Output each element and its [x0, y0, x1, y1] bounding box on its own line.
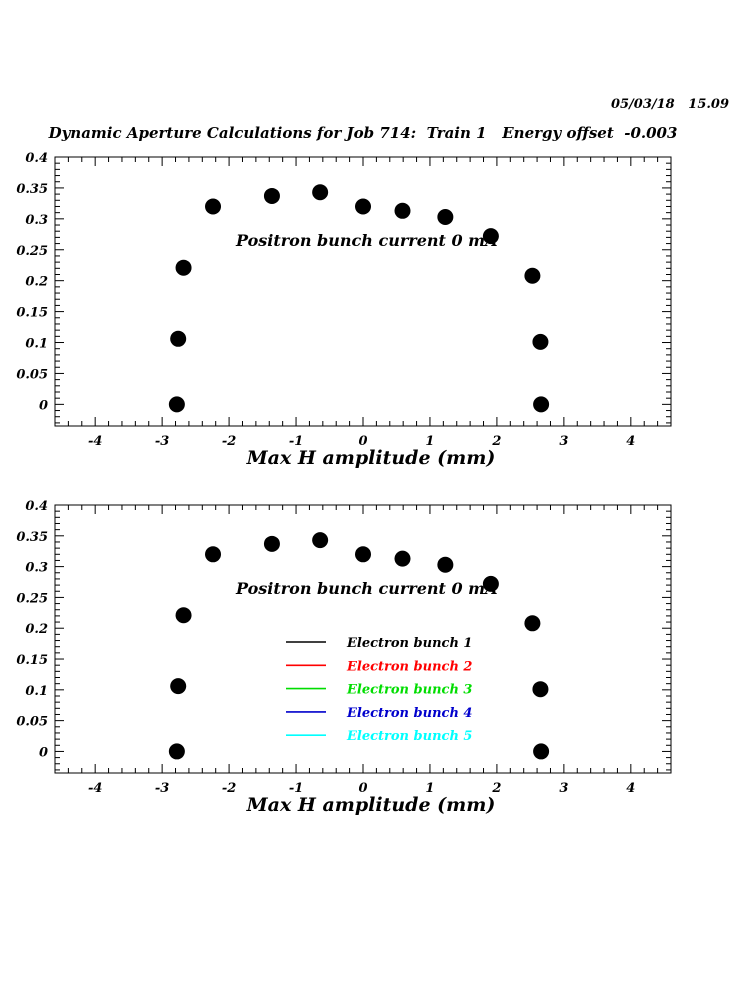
data-point	[394, 550, 411, 567]
data-point	[394, 202, 411, 219]
legend-entry-label: Electron bunch 5	[346, 729, 472, 744]
x-tick-label: 3	[559, 781, 568, 796]
y-tick-label: 0.1	[25, 337, 48, 352]
data-point	[263, 187, 280, 204]
x-tick-label: -4	[88, 434, 102, 449]
x-tick-label: -2	[222, 781, 236, 796]
data-point	[170, 678, 187, 695]
data-point	[205, 198, 222, 215]
annotation-text: Positron bunch current 0 mA	[235, 579, 498, 598]
y-tick-label: 0.2	[25, 622, 48, 637]
legend-entry-label: Electron bunch 1	[346, 636, 472, 651]
data-point	[532, 681, 549, 698]
data-point	[205, 546, 222, 563]
x-tick-label: 0	[358, 434, 367, 449]
x-tick-label: 2	[491, 781, 501, 796]
x-tick-label: 1	[425, 781, 434, 796]
data-point	[524, 267, 541, 284]
x-axis-label: Max H amplitude (mm)	[246, 447, 496, 469]
x-tick-label: -1	[289, 434, 303, 449]
legend-entry-label: Electron bunch 4	[346, 706, 472, 721]
data-point	[175, 607, 192, 624]
legend: Electron bunch 1 Electron bunch 2 Electron…	[286, 636, 472, 744]
y-tick-label: 0	[39, 398, 48, 413]
y-tick-label: 0.3	[25, 561, 48, 576]
x-tick-label: 4	[626, 781, 635, 796]
x-tick-label: -3	[155, 434, 169, 449]
x-tick-label: 1	[425, 434, 434, 449]
data-point	[532, 333, 549, 350]
legend-entry-label: Electron bunch 3	[346, 683, 472, 698]
figure-title: Dynamic Aperture Calculations for Job 71…	[48, 124, 678, 142]
data-point	[533, 743, 550, 760]
y-tick-label: 0.35	[16, 182, 48, 197]
data-point	[355, 198, 371, 215]
x-tick-label: -4	[88, 781, 102, 796]
data-point	[482, 228, 499, 245]
data-point	[437, 556, 454, 573]
data-point	[312, 532, 329, 549]
data-point	[482, 575, 499, 592]
plot-frame	[54, 156, 672, 427]
x-axis-label: Max H amplitude (mm)	[246, 794, 496, 816]
x-tick-label: -3	[155, 781, 169, 796]
x-tick-label: 3	[559, 434, 568, 449]
y-tick-label: 0.4	[25, 151, 48, 166]
data-point	[533, 396, 550, 413]
y-tick-label: 0.05	[16, 715, 48, 730]
plot-panel-1: -4 -3 -2 -1 0 1 2 3 4 0 0.05 0.1 0.15 0.2 0.25 0.3 0.35 0…	[16, 151, 672, 469]
data-point	[437, 208, 454, 225]
y-tick-label: 0.05	[16, 367, 48, 382]
y-tick-label: 0.1	[25, 684, 48, 699]
y-tick-label: 0.35	[16, 530, 48, 545]
plots-container: -4 -3 -2 -1 0 1 2 3 4 0 0.05 0.1 0.15 0.2 0.25 0.3 0.35 0…	[16, 151, 672, 816]
x-tick-label: 0	[358, 781, 367, 796]
data-point	[355, 546, 371, 563]
data-point	[170, 330, 187, 347]
data-point	[524, 615, 541, 632]
y-tick-label: 0.25	[16, 591, 48, 606]
annotation-text: Positron bunch current 0 mA	[235, 231, 498, 250]
legend-entry-label: Electron bunch 2	[346, 659, 472, 674]
data-point	[263, 535, 280, 552]
y-tick-label: 0.15	[16, 306, 48, 321]
y-tick-label: 0.2	[25, 275, 48, 290]
data-point	[168, 743, 185, 760]
data-point	[168, 396, 185, 413]
x-tick-label: 4	[626, 434, 635, 449]
data-point	[312, 184, 329, 201]
y-tick-label: 0	[39, 745, 48, 760]
y-tick-label: 0.3	[25, 213, 48, 228]
y-tick-label: 0.15	[16, 653, 48, 668]
x-tick-label: -2	[222, 434, 236, 449]
y-tick-label: 0.25	[16, 244, 48, 259]
date-time-stamp: 05/03/18 15.09	[611, 97, 729, 112]
plot-panel-2: -4 -3 -2 -1 0 1 2 3 4 0 0.05 0.1 0.15 0.2 0.25 0.3 0.35 0…	[16, 499, 672, 816]
x-tick-label: -1	[289, 781, 303, 796]
x-tick-label: 2	[491, 434, 501, 449]
data-point	[175, 259, 192, 276]
y-tick-label: 0.4	[25, 499, 48, 514]
